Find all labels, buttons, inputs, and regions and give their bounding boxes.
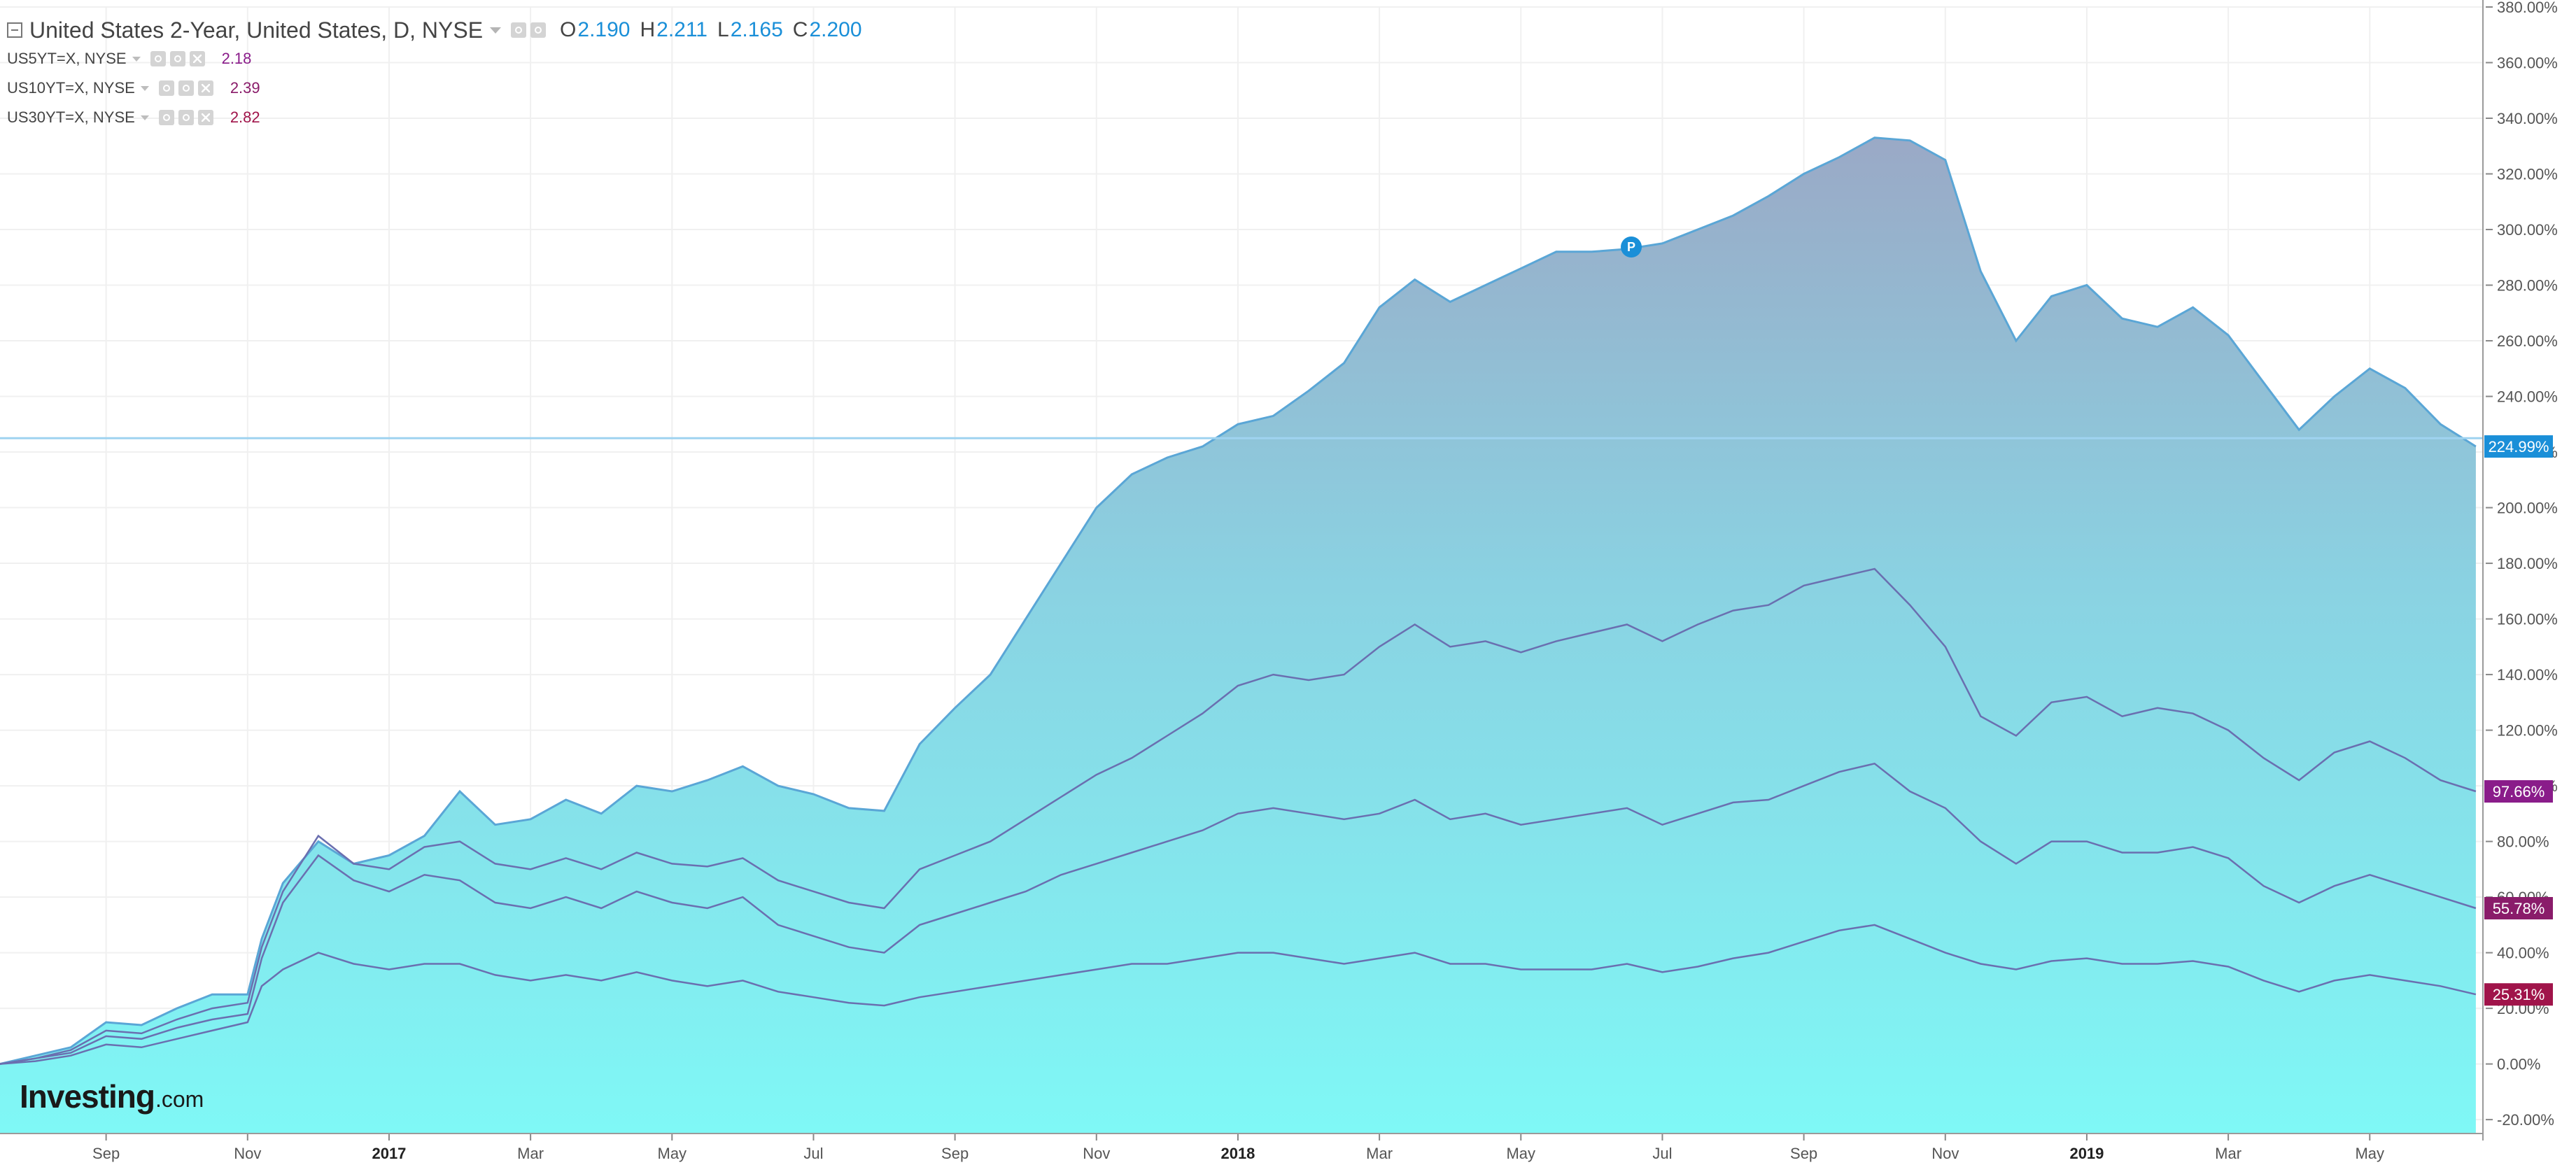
- y-tick-label: 320.00%: [2497, 166, 2558, 183]
- last-value-box: [2484, 983, 2553, 1006]
- chart-value-labels: 224.99% 97.66% 55.78% 25.31%: [2484, 435, 2553, 1006]
- x-tick-label: 2019: [2069, 1145, 2104, 1162]
- x-tick-label: Mar: [2215, 1145, 2241, 1162]
- last-value-box: [2484, 435, 2553, 458]
- series-line-3: [0, 924, 2477, 1065]
- last-value-box: [2484, 780, 2553, 803]
- series-line-1: [0, 567, 2477, 1065]
- last-value-label: 55.78%: [2493, 900, 2545, 917]
- symbol-name: US5YT=X, NYSE: [7, 50, 127, 67]
- last-value-box: [2484, 897, 2553, 919]
- low-key: L: [717, 18, 729, 41]
- symbol-name: US10YT=X, NYSE: [7, 79, 135, 97]
- settings-gear-icon[interactable]: [178, 110, 194, 125]
- y-tick-label: 360.00%: [2497, 55, 2558, 72]
- y-tick-label: -20.00%: [2497, 1111, 2554, 1129]
- x-tick-label: Jul: [1652, 1145, 1672, 1162]
- dropdown-caret-icon[interactable]: [140, 85, 149, 91]
- remove-close-icon[interactable]: [197, 80, 213, 96]
- x-tick-label: Mar: [517, 1145, 544, 1162]
- event-pin-marker[interactable]: P: [1621, 236, 1642, 257]
- remove-close-icon[interactable]: [189, 51, 205, 66]
- y-tick-label: 140.00%: [2497, 666, 2558, 684]
- last-value-label: 224.99%: [2489, 438, 2549, 456]
- y-tick-label: 240.00%: [2497, 388, 2558, 406]
- remove-close-icon[interactable]: [197, 110, 213, 125]
- last-value-label: 25.31%: [2493, 986, 2545, 1003]
- main-legend-row[interactable]: United States 2-Year, United States, D, …: [7, 13, 862, 48]
- settings-gear-icon[interactable]: [178, 80, 194, 96]
- x-tick-label: 2017: [372, 1145, 406, 1162]
- y-tick-label: 180.00%: [2497, 555, 2558, 572]
- x-tick-label: 2018: [1220, 1145, 1255, 1162]
- x-tick-label: Jul: [803, 1145, 823, 1162]
- series-line-us2y: [0, 136, 2477, 1066]
- y-tick-label: 160.00%: [2497, 611, 2558, 628]
- symbol-row-us30yt[interactable]: US30YT=X, NYSE 2.82: [7, 104, 260, 132]
- symbol-row-us10yt[interactable]: US10YT=X, NYSE 2.39: [7, 74, 260, 102]
- visibility-icon[interactable]: [150, 51, 166, 66]
- y-tick-label: 340.00%: [2497, 110, 2558, 127]
- high-value: 2.211: [656, 18, 708, 41]
- settings-gear-icon[interactable]: [169, 51, 185, 66]
- x-tick-label: Sep: [1790, 1145, 1817, 1162]
- x-tick-label: Nov: [1931, 1145, 1959, 1162]
- y-tick-label: 0.00%: [2497, 1056, 2540, 1073]
- symbol-value: 2.39: [230, 79, 260, 97]
- x-tick-label: Sep: [941, 1145, 969, 1162]
- open-value: 2.190: [577, 18, 631, 41]
- logo-suffix: .com: [155, 1087, 204, 1112]
- y-tick-label: 300.00%: [2497, 221, 2558, 239]
- x-tick-label: May: [658, 1145, 687, 1162]
- close-key: C: [792, 18, 808, 41]
- visibility-icon[interactable]: [511, 22, 527, 38]
- dropdown-caret-icon[interactable]: [132, 56, 141, 62]
- x-tick-label: Nov: [234, 1145, 261, 1162]
- symbol-value: 2.82: [230, 108, 260, 126]
- x-tick-label: Mar: [1366, 1145, 1393, 1162]
- series-area-fill: [0, 137, 2476, 1134]
- symbol-value: 2.18: [221, 50, 252, 67]
- investing-logo: Investing .com: [20, 1078, 204, 1115]
- y-tick-label: 200.00%: [2497, 500, 2558, 517]
- low-value: 2.165: [730, 18, 783, 41]
- chart-area-layer: [0, 137, 2476, 1134]
- logo-brand: Investing: [20, 1078, 155, 1115]
- x-tick-label: Sep: [92, 1145, 120, 1162]
- x-tick-label: May: [2355, 1145, 2384, 1162]
- symbol-name: US30YT=X, NYSE: [7, 108, 135, 126]
- close-value: 2.200: [809, 18, 862, 41]
- y-tick-label: 80.00%: [2497, 833, 2549, 851]
- x-tick-label: May: [1506, 1145, 1535, 1162]
- y-tick-label: 260.00%: [2497, 332, 2558, 350]
- dropdown-caret-icon[interactable]: [490, 27, 502, 34]
- dropdown-caret-icon[interactable]: [140, 115, 149, 120]
- settings-gear-icon[interactable]: [530, 22, 547, 38]
- visibility-icon[interactable]: [158, 110, 174, 125]
- high-key: H: [640, 18, 656, 41]
- y-tick-label: 380.00%: [2497, 0, 2558, 16]
- series-line-2: [0, 762, 2477, 1065]
- y-tick-label: 120.00%: [2497, 722, 2558, 740]
- collapse-legend-icon[interactable]: [7, 22, 22, 38]
- x-tick-label: Nov: [1083, 1145, 1110, 1162]
- symbol-row-us5yt[interactable]: US5YT=X, NYSE 2.18: [7, 45, 251, 73]
- chart-lines-layer: [0, 136, 2483, 1066]
- open-key: O: [560, 18, 577, 41]
- last-value-label: 97.66%: [2493, 783, 2545, 800]
- chart-title: United States 2-Year, United States, D, …: [29, 17, 484, 43]
- visibility-icon[interactable]: [158, 80, 174, 96]
- y-tick-label: 280.00%: [2497, 277, 2558, 295]
- y-tick-label: 40.00%: [2497, 945, 2549, 962]
